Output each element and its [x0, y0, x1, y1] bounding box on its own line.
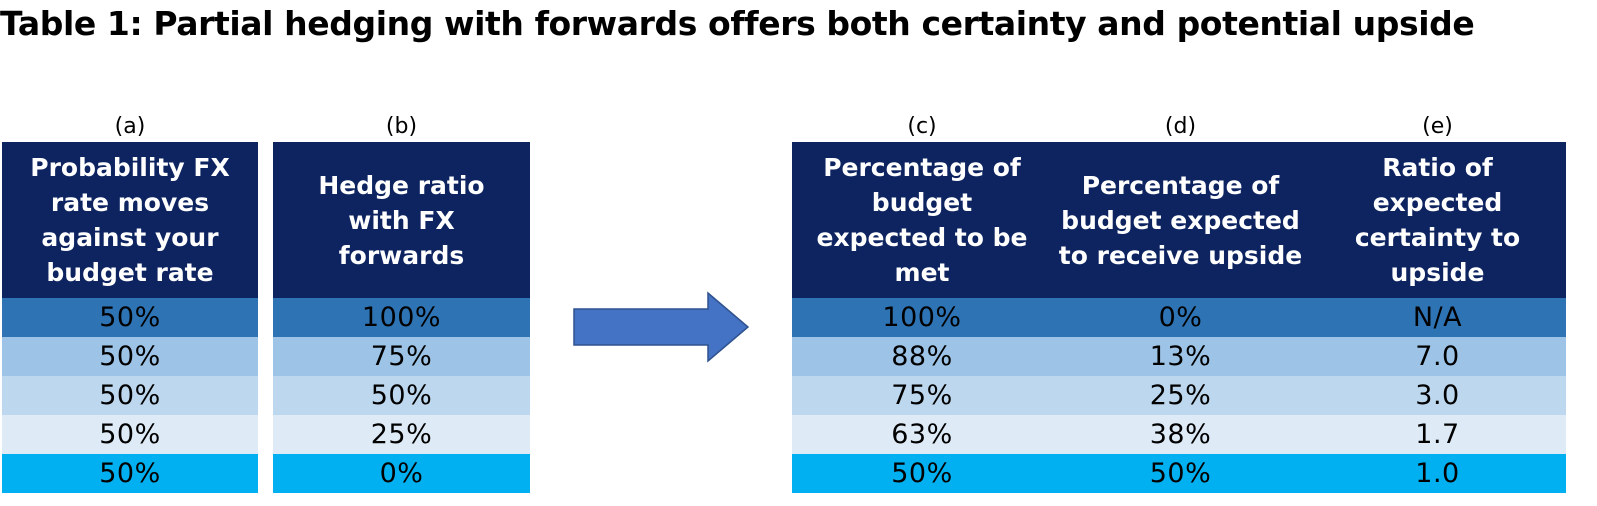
table-cell: 1.0	[1309, 454, 1566, 493]
table-cell: 3.0	[1309, 376, 1566, 415]
table-cell: 50%	[2, 298, 258, 337]
column-letter: (c)	[907, 114, 937, 139]
table-cell: 50%	[1052, 454, 1309, 493]
table-cell: 38%	[1052, 415, 1309, 454]
table-cell: 7.0	[1309, 337, 1566, 376]
column-letter: (b)	[385, 114, 418, 139]
column-b: (b) Hedge ratio with FX forwards 100% 75…	[273, 112, 530, 493]
table-cell: 25%	[273, 415, 530, 454]
column-letter: (a)	[114, 114, 146, 139]
table-cell: 50%	[2, 337, 258, 376]
table-cell: 50%	[2, 415, 258, 454]
column-e: (e) Ratio of expected certainty to upsid…	[1309, 112, 1566, 493]
table-cell: 0%	[273, 454, 530, 493]
right-arrow-icon	[573, 291, 750, 363]
column-a: (a) Probability FX rate moves against yo…	[2, 112, 258, 493]
table-cell: 1.7	[1309, 415, 1566, 454]
table-cell: 50%	[273, 376, 530, 415]
table-cell: 50%	[792, 454, 1052, 493]
table-cell: 13%	[1052, 337, 1309, 376]
column-letter: (e)	[1422, 114, 1453, 139]
column-header: Ratio of expected certainty to upside	[1309, 142, 1566, 298]
table-cell: 100%	[273, 298, 530, 337]
table-cell: 75%	[792, 376, 1052, 415]
table-cell: 25%	[1052, 376, 1309, 415]
table-cell: 0%	[1052, 298, 1309, 337]
table-cell: 63%	[792, 415, 1052, 454]
table-cell: 50%	[2, 454, 258, 493]
table-cell: N/A	[1309, 298, 1566, 337]
column-letter: (d)	[1164, 114, 1197, 139]
column-d: (d) Percentage of budget expected to rec…	[1052, 112, 1309, 493]
column-header: Hedge ratio with FX forwards	[273, 142, 530, 298]
page-title: Table 1: Partial hedging with forwards o…	[0, 4, 1475, 43]
column-header: Probability FX rate moves against your b…	[2, 142, 258, 298]
column-header: Percentage of budget expected to be met	[792, 142, 1052, 298]
table-cell: 100%	[792, 298, 1052, 337]
column-c: (c) Percentage of budget expected to be …	[792, 112, 1052, 493]
table-cell: 50%	[2, 376, 258, 415]
table-cell: 75%	[273, 337, 530, 376]
table-cell: 88%	[792, 337, 1052, 376]
column-header: Percentage of budget expected to receive…	[1052, 142, 1309, 298]
